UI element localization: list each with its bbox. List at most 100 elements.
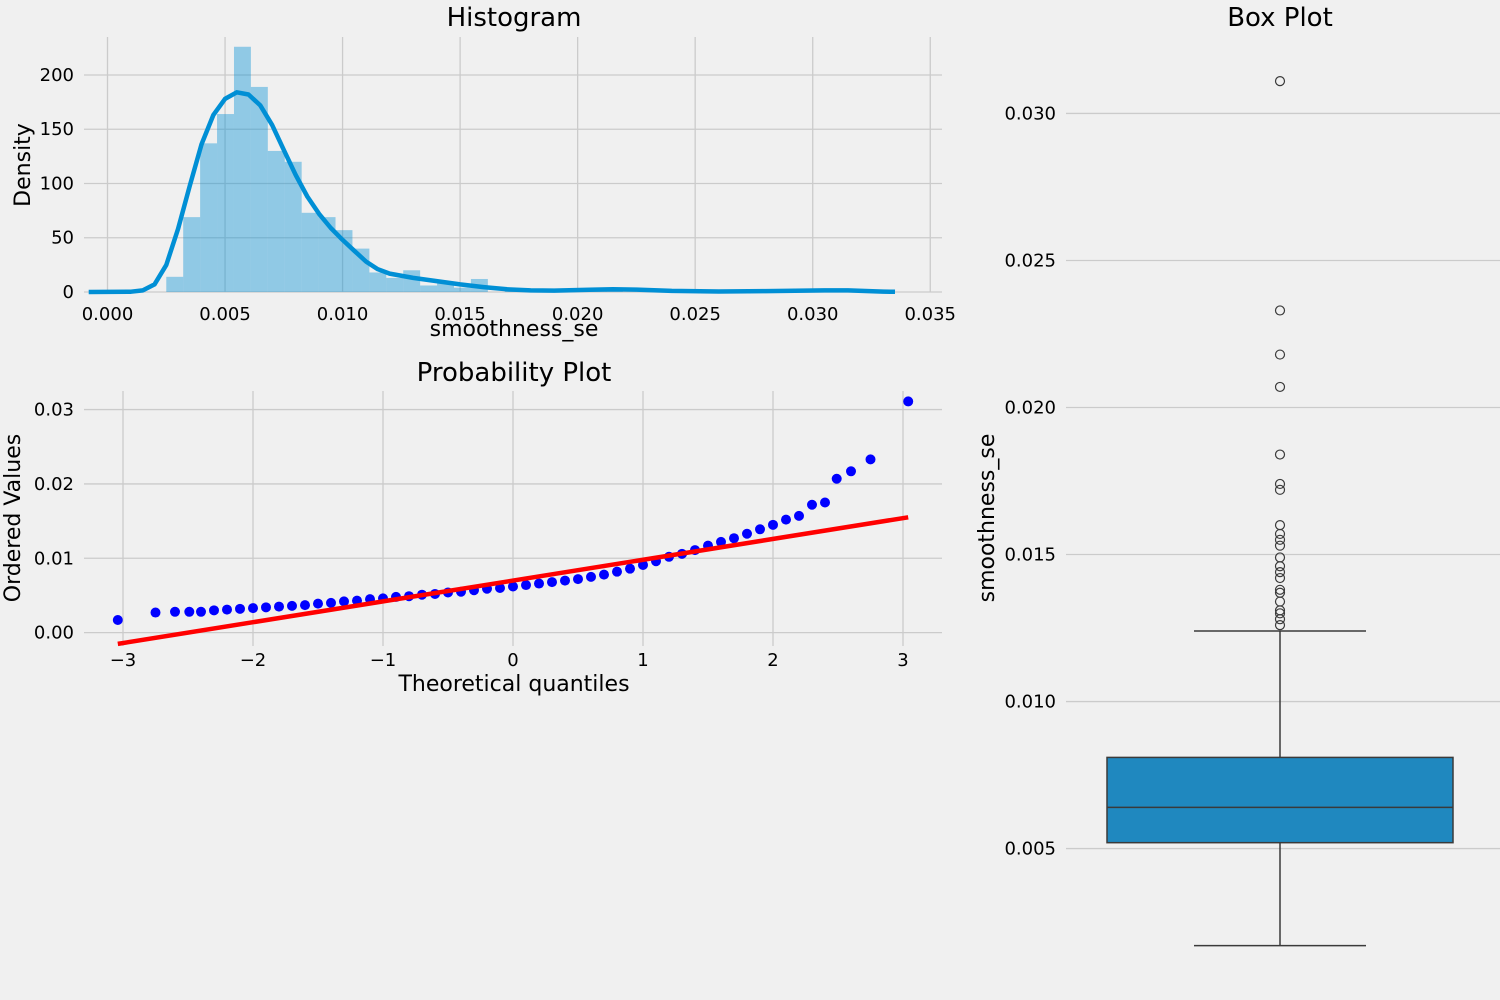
- histogram-x-tick-label: 0.015: [434, 304, 486, 325]
- box-plot-outlier: [1274, 608, 1286, 619]
- probability-plot-point: [794, 510, 804, 521]
- probability-plot-point: [170, 606, 180, 617]
- box-plot-y-tick-label: 0.005: [1004, 839, 1056, 860]
- histogram-bar: [200, 143, 218, 292]
- histogram-x-tick-label: 0.010: [317, 304, 369, 325]
- histogram-xlabel: smoothness_se: [430, 317, 599, 342]
- probability-plot-point: [300, 600, 310, 611]
- box-plot-outlier: [1274, 349, 1286, 360]
- probability-plot-point: [820, 497, 830, 508]
- probability-plot-x-tick-label: 0: [507, 650, 518, 671]
- probability-plot-panel: Probability Plot Theoretical quantiles O…: [1, 358, 942, 697]
- probability-plot-point: [248, 603, 258, 614]
- histogram-bar: [369, 272, 387, 292]
- probability-plot-point: [742, 528, 752, 539]
- probability-plot-point: [625, 563, 635, 574]
- histogram-bar: [437, 283, 454, 292]
- box-plot-outlier: [1274, 478, 1286, 490]
- box-plot-y-tick-label: 0.020: [1004, 397, 1056, 418]
- box-plot-ylabel: smoothness_se: [975, 434, 1000, 603]
- box-plot-y-tick-label: 0.030: [1004, 103, 1056, 124]
- probability-plot-point: [184, 606, 195, 617]
- histogram-y-tick-label: 100: [40, 173, 74, 194]
- probability-plot-y-tick-label: 0.01: [34, 548, 74, 569]
- probability-plot-point: [326, 597, 336, 608]
- histogram-x-tick-label: 0.035: [904, 304, 956, 325]
- probability-plot-point: [560, 575, 570, 586]
- probability-plot-x-tick-label: −3: [110, 650, 137, 671]
- histogram-bar: [301, 212, 319, 292]
- histogram-bar: [267, 150, 285, 292]
- histogram-y-tick-label: 0: [63, 282, 74, 303]
- probability-plot-point: [807, 499, 817, 510]
- histogram-y-tick-label: 150: [40, 119, 74, 140]
- probability-plot-point: [235, 603, 245, 614]
- box-plot-box: [1106, 756, 1454, 844]
- histogram-bars: [166, 46, 856, 293]
- probability-plot-x-tick-label: −1: [370, 650, 397, 671]
- probability-plot-point: [508, 581, 518, 592]
- histogram-x-tick-label: 0.030: [787, 304, 839, 325]
- box-plot-outlier: [1274, 619, 1286, 631]
- probability-plot-point: [586, 571, 596, 582]
- histogram-bar: [217, 114, 234, 292]
- probability-plot-point: [313, 598, 323, 609]
- box-plot-outlier: [1274, 567, 1286, 578]
- histogram-y-tick-label: 200: [40, 65, 74, 86]
- probability-plot-point: [831, 473, 842, 484]
- histogram-bar: [166, 276, 184, 292]
- probability-plot-point: [112, 614, 123, 625]
- histogram-title: Histogram: [447, 3, 582, 33]
- box-plot-panel: Box Plot smoothness_se 0.005 0.010 0.015 0.…: [975, 3, 1500, 947]
- box-plot-outlier: [1274, 572, 1286, 584]
- histogram-bar: [386, 277, 404, 292]
- probability-plot-point: [209, 605, 219, 616]
- probability-plot-point: [846, 466, 856, 477]
- box-plot-y-tick-label: 0.010: [1004, 692, 1056, 713]
- probability-plot-y-tick-label: 0.02: [34, 474, 74, 495]
- box-plot-y-tick-label: 0.015: [1004, 545, 1056, 566]
- probability-plot-point: [339, 596, 349, 607]
- box-plot-outlier: [1274, 540, 1286, 551]
- probability-plot-point: [547, 577, 557, 588]
- histogram-bar: [284, 161, 302, 292]
- box-plot-outlier: [1274, 534, 1286, 545]
- histogram-bar: [420, 285, 438, 292]
- probability-plot-point: [612, 566, 622, 577]
- box-plot-y-tick-label: 0.025: [1004, 250, 1056, 271]
- histogram-ylabel: Density: [11, 123, 36, 207]
- probability-plot-point: [150, 607, 161, 618]
- probability-plot-fit-line: [117, 515, 909, 647]
- histogram-x-tick-label: 0.000: [82, 304, 134, 325]
- probability-plot-point: [521, 580, 531, 591]
- histogram-x-tick-label: 0.020: [552, 304, 604, 325]
- kde-curve: [88, 90, 896, 295]
- box-plot-outlier: [1274, 584, 1286, 595]
- box-plot-outlier: [1274, 528, 1286, 540]
- histogram-panel: Histogram smoothness_se Density 0.000 0.0…: [11, 3, 956, 342]
- box-plot-outliers: [1274, 76, 1286, 631]
- box-plot-outlier: [1274, 561, 1286, 572]
- histogram-y-tick-label: 50: [51, 228, 74, 249]
- histogram-bar: [403, 270, 421, 292]
- probability-plot-x-tick-label: 2: [767, 650, 778, 671]
- histogram-bar: [453, 287, 471, 292]
- box-plot-outlier: [1274, 520, 1286, 531]
- probability-plot-point: [729, 533, 739, 544]
- probability-plot-point: [287, 600, 297, 611]
- probability-plot-point: [755, 524, 765, 535]
- histogram-bar: [250, 86, 268, 293]
- probability-plot-point: [196, 606, 206, 617]
- box-plot-outlier: [1274, 305, 1286, 316]
- probability-plot-title: Probability Plot: [417, 358, 612, 388]
- probability-plot-x-tick-label: −2: [240, 650, 267, 671]
- box-plot-title: Box Plot: [1227, 3, 1333, 33]
- probability-plot-x-tick-label: 1: [637, 650, 648, 671]
- probability-plot-point: [716, 536, 726, 547]
- probability-plot-grid: [84, 391, 942, 646]
- histogram-bar: [183, 217, 201, 292]
- box-plot-outlier: [1274, 552, 1286, 563]
- histogram-grid: [84, 37, 942, 293]
- histogram-bar: [233, 46, 251, 292]
